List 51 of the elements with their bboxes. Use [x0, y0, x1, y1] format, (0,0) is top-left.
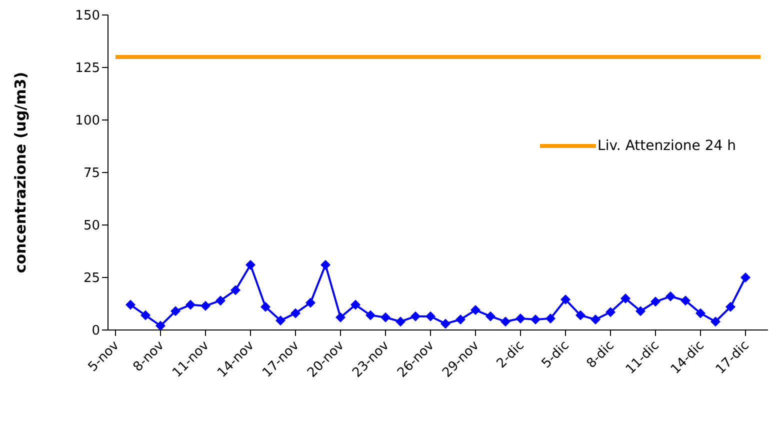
point	[500, 316, 510, 327]
point	[740, 272, 750, 282]
point	[350, 300, 360, 310]
legend-label: Liv. Attenzione 24 h	[598, 138, 736, 154]
point	[456, 314, 466, 324]
point	[336, 312, 346, 322]
point	[650, 296, 660, 307]
point	[290, 308, 300, 318]
point	[470, 305, 480, 316]
point	[426, 311, 436, 322]
point	[396, 316, 406, 327]
point	[126, 300, 136, 310]
point	[230, 285, 240, 296]
point	[380, 312, 390, 322]
point	[260, 302, 270, 312]
point	[440, 318, 450, 329]
point	[366, 310, 376, 320]
point	[636, 306, 646, 316]
point	[726, 302, 736, 312]
point	[276, 316, 286, 326]
point	[576, 310, 586, 320]
point	[546, 313, 556, 324]
point	[606, 307, 616, 318]
point	[246, 260, 256, 270]
y-tick-label: 100	[75, 114, 100, 129]
y-tick-label: 150	[75, 8, 100, 24]
point	[680, 296, 690, 306]
point	[620, 294, 630, 304]
y-tick-label: 125	[75, 61, 100, 76]
point	[560, 294, 570, 305]
point	[306, 298, 316, 308]
point	[170, 306, 180, 316]
point	[516, 313, 526, 324]
point	[666, 291, 676, 302]
y-axis-title: concentrazione (ug/m3)	[11, 72, 30, 274]
y-tick-label: 50	[83, 218, 100, 234]
y-tick-label: 0	[92, 324, 100, 339]
point	[530, 314, 540, 324]
y-tick-label: 25	[83, 271, 100, 286]
point	[156, 320, 166, 330]
point	[200, 300, 210, 311]
point	[590, 314, 600, 324]
y-tick-label: 75	[83, 166, 100, 182]
point	[696, 308, 706, 318]
point	[410, 311, 420, 322]
point	[320, 260, 330, 270]
point	[216, 296, 226, 306]
point	[710, 316, 720, 327]
point	[486, 311, 496, 322]
point	[140, 310, 150, 320]
point	[186, 300, 196, 310]
